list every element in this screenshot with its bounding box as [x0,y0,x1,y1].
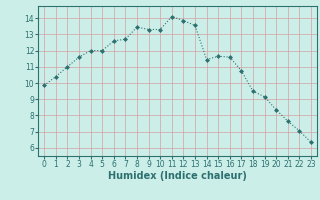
X-axis label: Humidex (Indice chaleur): Humidex (Indice chaleur) [108,171,247,181]
